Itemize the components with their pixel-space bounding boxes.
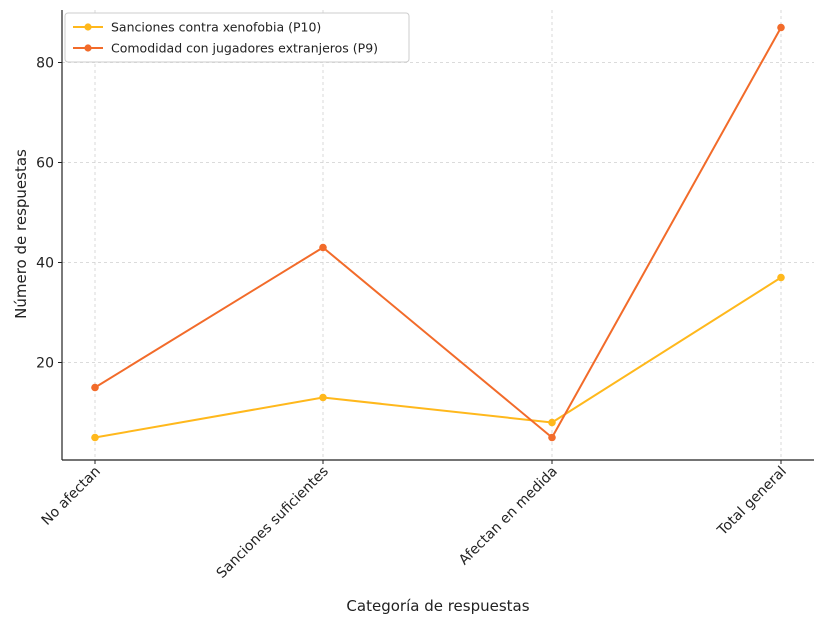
- legend-box: [64, 12, 410, 63]
- data-point-p10: [777, 273, 785, 282]
- series-lines: [91, 23, 785, 442]
- data-point-p9: [548, 433, 556, 442]
- tick-labels: 20 40 60 80 No afectan Sanciones suficientes A…: [36, 56, 790, 582]
- y-tick-label: 20: [36, 356, 54, 372]
- x-tick-label: Total general: [714, 464, 790, 540]
- series-line-p9: [94, 27, 782, 439]
- y-axis-title: Número de respuestas: [12, 149, 30, 319]
- legend-marker-p10: [84, 23, 92, 31]
- x-axis-title: Categoría de respuestas: [346, 597, 529, 615]
- legend-entry-p9: Comodidad con jugadores extranjeros (P9): [73, 41, 378, 56]
- x-tick-label: Sanciones suficientes: [214, 464, 332, 582]
- axes: [58, 10, 814, 464]
- data-point-p10: [319, 393, 327, 402]
- x-tick-label: No afectan: [39, 464, 104, 529]
- data-point-p10: [91, 433, 99, 442]
- data-point-p9: [91, 383, 99, 392]
- y-tick-label: 40: [36, 256, 54, 272]
- legend: Sanciones contra xenofobia (P10) Comodid…: [64, 12, 410, 63]
- y-tick-label: 60: [36, 156, 54, 172]
- series-line-p10: [94, 276, 782, 439]
- legend-marker-p9: [84, 44, 92, 52]
- x-tick-label: Afectan en medida: [456, 464, 561, 569]
- grid-lines: [62, 10, 814, 460]
- data-point-p9: [777, 23, 785, 32]
- data-point-p10: [548, 418, 556, 427]
- y-tick-label: 80: [36, 56, 54, 72]
- data-point-p9: [319, 243, 327, 252]
- legend-label-p10: Sanciones contra xenofobia (P10): [111, 20, 321, 35]
- legend-label-p9: Comodidad con jugadores extranjeros (P9): [111, 41, 378, 56]
- legend-entry-p10: Sanciones contra xenofobia (P10): [73, 20, 321, 35]
